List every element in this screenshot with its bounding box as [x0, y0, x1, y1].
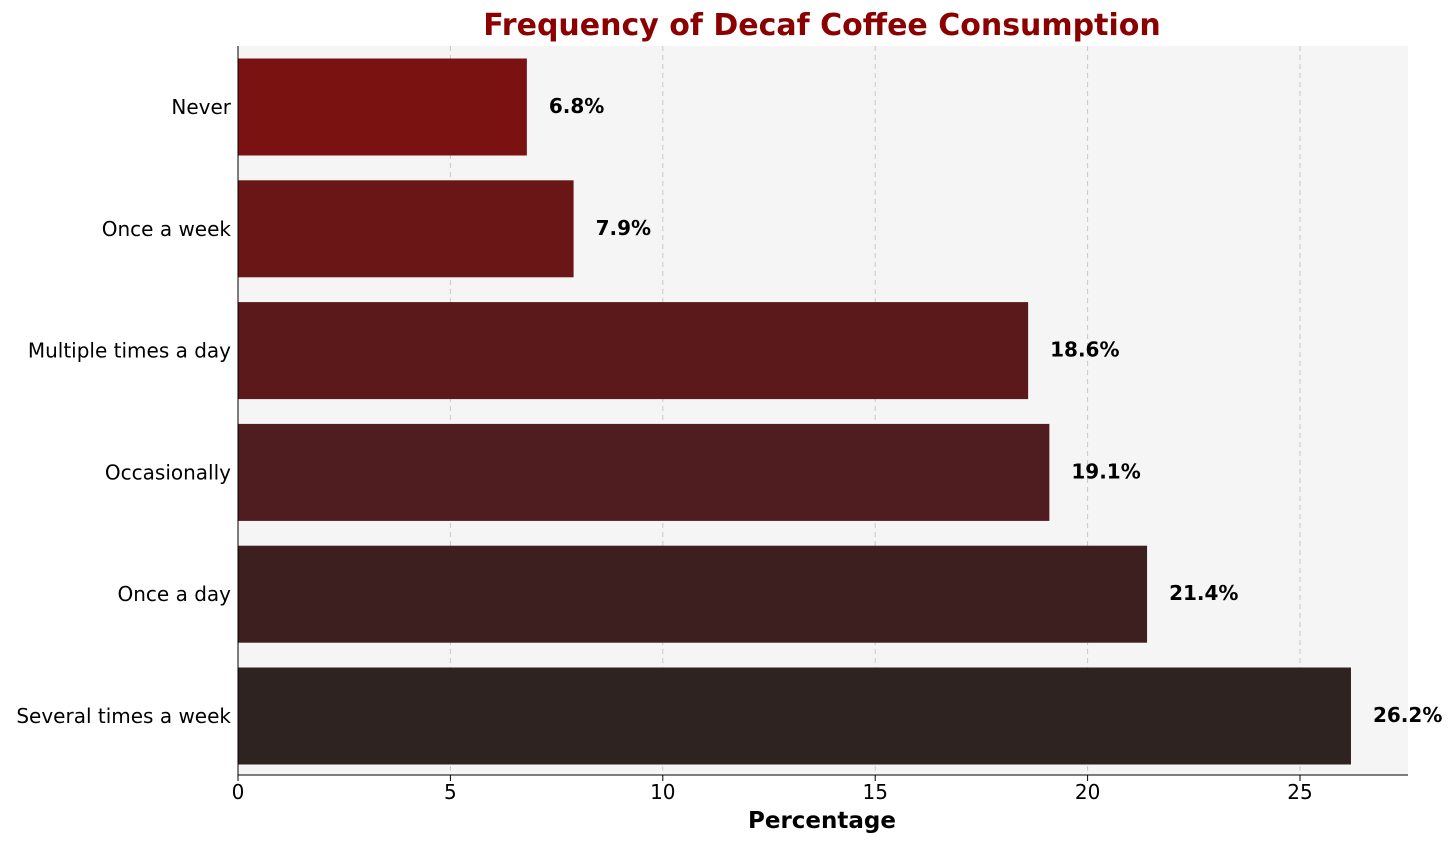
category-label: Never [171, 95, 231, 119]
plot-background [238, 46, 1408, 775]
category-label: Once a day [118, 582, 232, 606]
x-ticks: 0 5 10 15 20 25 [232, 775, 1313, 804]
value-labels: 6.8% 7.9% 18.6% 19.1% 21.4% 26.2% [549, 94, 1443, 727]
x-tick-label: 5 [444, 780, 457, 804]
x-tick-label: 20 [1075, 780, 1100, 804]
bar [238, 180, 574, 278]
bar [238, 423, 1050, 521]
bar-value-label: 7.9% [596, 216, 651, 240]
bar [238, 58, 527, 156]
bar-value-label: 6.8% [549, 94, 604, 118]
x-tick-label: 25 [1287, 780, 1312, 804]
bar-value-label: 26.2% [1373, 703, 1442, 727]
bar [238, 667, 1351, 765]
gridlines [449, 46, 1301, 775]
category-labels: Never Once a week Multiple times a day Occa… [16, 95, 231, 728]
chart-title: Frequency of Decaf Coffee Consumption [483, 8, 1161, 43]
category-label: Multiple times a day [28, 339, 231, 363]
category-label: Several times a week [16, 704, 231, 728]
x-tick-label: 0 [232, 780, 245, 804]
bars [238, 58, 1351, 765]
x-tick-label: 10 [650, 780, 675, 804]
category-label: Occasionally [105, 460, 231, 484]
bar [238, 302, 1029, 400]
category-label: Once a week [102, 217, 232, 241]
bar-value-label: 18.6% [1050, 338, 1119, 362]
bar-value-label: 19.1% [1071, 459, 1140, 483]
x-axis-title: Percentage [748, 808, 896, 834]
bar-value-label: 21.4% [1169, 581, 1238, 605]
x-tick-label: 15 [862, 780, 887, 804]
bar [238, 545, 1148, 643]
